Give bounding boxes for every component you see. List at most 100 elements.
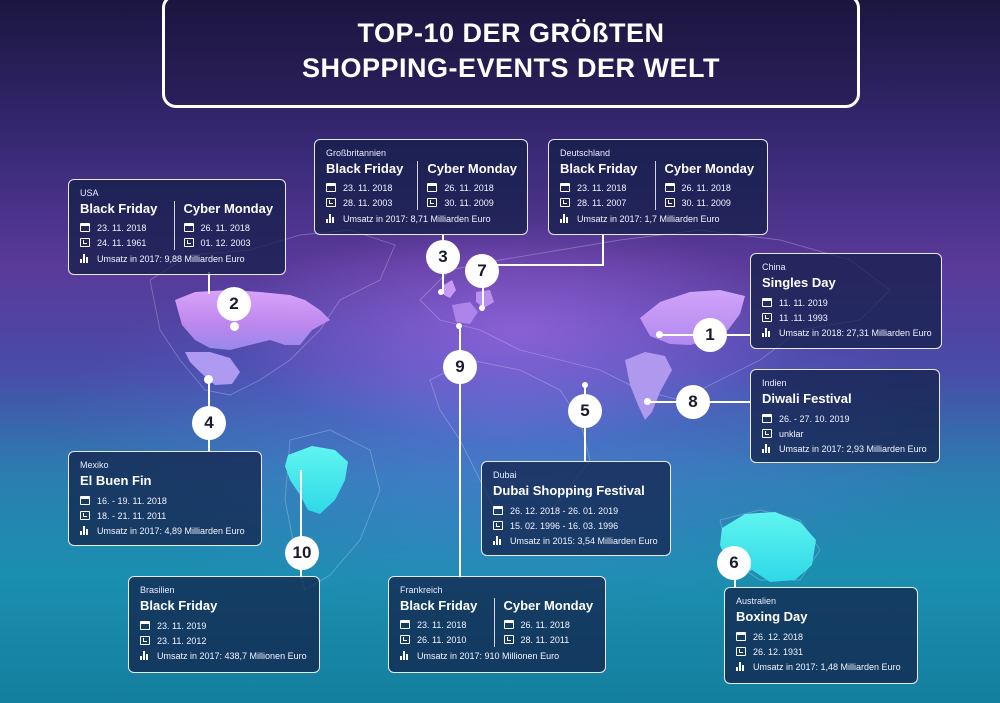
clock-icon xyxy=(503,635,514,644)
calendar-icon xyxy=(503,620,514,629)
event-since: 23. 11. 2012 xyxy=(157,635,207,646)
connector-1-left xyxy=(660,334,694,336)
connector-10 xyxy=(300,470,302,540)
clock-icon xyxy=(183,238,194,247)
calendar-icon xyxy=(400,620,410,629)
event-date: 26. 11. 2018 xyxy=(520,619,570,630)
rank-badge-10: 10 xyxy=(285,536,319,570)
event-date: 26. 11. 2018 xyxy=(200,222,250,233)
clock-icon xyxy=(762,429,772,438)
connector-8-left xyxy=(648,401,676,403)
event-name: Black Friday xyxy=(140,598,218,613)
title-line-2: SHOPPING-EVENTS DER WELT xyxy=(301,53,721,83)
event-since: 15. 02. 1996 - 16. 03. 1996 xyxy=(510,520,619,531)
location-dot-germany xyxy=(479,305,485,311)
calendar-icon xyxy=(664,183,675,192)
event-since: 11 .11. 1993 xyxy=(779,312,828,323)
country-label: Dubai xyxy=(493,470,517,480)
usa-shape xyxy=(175,290,330,350)
event-since: 26. 12. 1931 xyxy=(753,646,804,657)
event-card-mexico: Mexiko El Buen Fin 16. - 19. 11. 2018 18… xyxy=(68,451,262,546)
rank-badge-6: 6 xyxy=(717,546,751,580)
calendar-icon xyxy=(493,506,503,515)
event-date: 23. 11. 2018 xyxy=(97,222,147,233)
bar-chart-icon xyxy=(762,328,772,337)
bar-chart-icon xyxy=(762,444,772,453)
germany-shape xyxy=(476,290,494,308)
event-date: 11. 11. 2019 xyxy=(779,297,828,308)
event-name-cyber-monday: Cyber Monday xyxy=(427,161,517,176)
calendar-icon xyxy=(762,298,772,307)
rank-badge-2: 2 xyxy=(217,287,251,321)
calendar-icon xyxy=(762,414,772,423)
clock-icon xyxy=(326,198,336,207)
event-card-china: China Singles Day 11. 11. 2019 11 .11. 1… xyxy=(750,253,942,349)
title-line-1: TOP-10 DER GRÖßTEN xyxy=(357,18,665,48)
location-dot-dubai xyxy=(582,382,588,388)
calendar-icon xyxy=(427,183,438,192)
event-name-cyber-monday: Cyber Monday xyxy=(664,161,755,176)
bar-chart-icon xyxy=(493,536,503,545)
revenue-text: Umsatz in 2017: 2,93 Milliarden Euro xyxy=(779,443,927,454)
event-since: 28. 11. 2003 xyxy=(343,197,393,208)
bar-chart-icon xyxy=(80,526,90,535)
country-label: Frankreich xyxy=(400,585,443,595)
connector-4-top xyxy=(208,380,210,410)
connector-2 xyxy=(208,272,210,294)
clock-icon xyxy=(560,198,570,207)
event-date: 26. 11. 2018 xyxy=(444,182,494,193)
event-date: 23. 11. 2018 xyxy=(577,182,627,193)
country-label: Australien xyxy=(736,596,777,606)
calendar-icon xyxy=(80,223,90,232)
country-label: Indien xyxy=(762,378,787,388)
event-date: 26. 11. 2018 xyxy=(681,182,731,193)
event-since: 30. 11. 2009 xyxy=(444,197,494,208)
calendar-icon xyxy=(183,223,194,232)
rank-badge-7: 7 xyxy=(465,254,499,288)
event-since: 18. - 21. 11. 2011 xyxy=(97,510,167,521)
revenue-text: Umsatz in 2017: 1,7 Milliarden Euro xyxy=(577,213,720,224)
revenue-text: Umsatz in 2018: 27,31 Milliarden Euro xyxy=(779,327,932,338)
connector-5-top xyxy=(584,386,586,396)
bar-chart-icon xyxy=(140,651,150,660)
event-card-france: Frankreich Black Friday 23. 11. 2018 26.… xyxy=(388,576,606,673)
rank-badge-4: 4 xyxy=(192,406,226,440)
location-dot-france xyxy=(456,323,462,329)
connector-3-top xyxy=(442,234,444,244)
location-dot-uk xyxy=(438,289,444,295)
event-date: 23. 11. 2018 xyxy=(417,619,467,630)
event-name-black-friday: Black Friday xyxy=(560,161,638,176)
rank-badge-1: 1 xyxy=(693,318,727,352)
clock-icon xyxy=(762,313,772,322)
event-card-brazil: Brasilien Black Friday 23. 11. 2019 23. … xyxy=(128,576,320,673)
brazil-shape xyxy=(285,446,348,514)
revenue-text: Umsatz in 2017: 438,7 Millionen Euro xyxy=(157,650,307,661)
connector-10-bottom xyxy=(300,570,302,578)
calendar-icon xyxy=(140,621,150,630)
event-date: 23. 11. 2019 xyxy=(157,620,207,631)
event-card-uk: Großbritannien Black Friday 23. 11. 2018… xyxy=(314,139,528,235)
event-name-black-friday: Black Friday xyxy=(80,201,158,216)
event-card-usa: USA Black Friday 23. 11. 2018 24. 11. 19… xyxy=(68,179,286,275)
event-name: Boxing Day xyxy=(736,609,808,624)
title-box: TOP-10 DER GRÖßTEN SHOPPING-EVENTS DER W… xyxy=(162,0,860,108)
country-label: Mexiko xyxy=(80,460,109,470)
location-dot-india xyxy=(644,398,651,405)
clock-icon xyxy=(664,198,675,207)
event-date: 26. - 27. 10. 2019 xyxy=(779,413,850,424)
event-date: 16. - 19. 11. 2018 xyxy=(97,495,167,506)
mexico-shape xyxy=(185,352,240,385)
revenue-text: Umsatz in 2015: 3,54 Milliarden Euro xyxy=(510,535,658,546)
country-label: Deutschland xyxy=(560,148,611,158)
india-shape xyxy=(625,352,672,420)
event-name: El Buen Fin xyxy=(80,473,152,488)
country-label: Großbritannien xyxy=(326,148,387,158)
rank-badge-8: 8 xyxy=(676,385,710,419)
connector-9-top xyxy=(459,328,461,352)
clock-icon xyxy=(427,198,438,207)
calendar-icon xyxy=(80,496,90,505)
clock-icon xyxy=(80,238,90,247)
connector-4-bottom xyxy=(208,438,210,452)
bar-chart-icon xyxy=(80,254,90,263)
